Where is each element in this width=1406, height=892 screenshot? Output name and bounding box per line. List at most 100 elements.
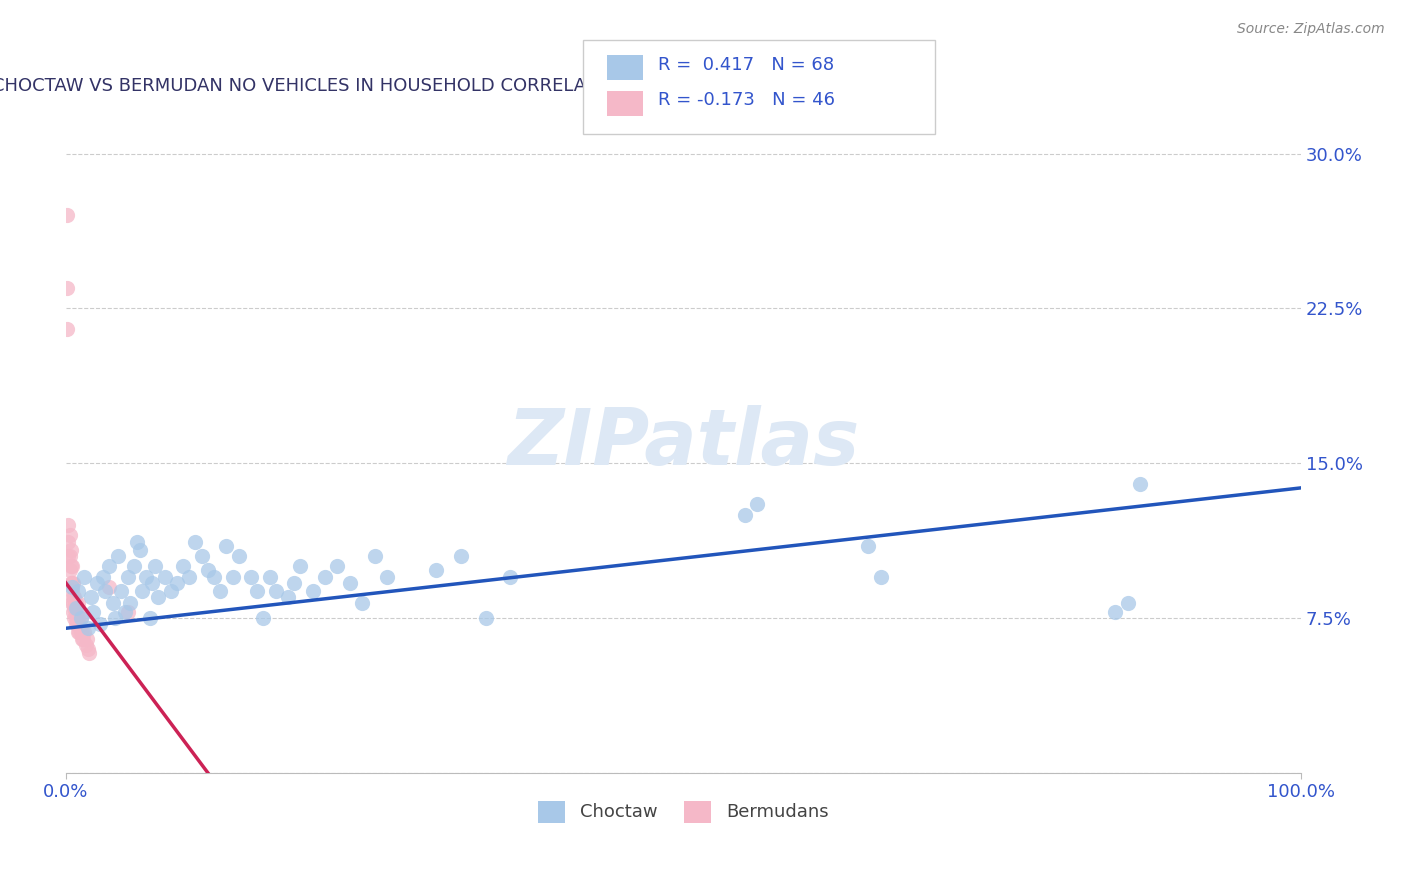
Point	[747, 498, 769, 512]
Point	[77, 641, 100, 656]
Point	[148, 591, 170, 605]
Point	[75, 638, 97, 652]
Point	[869, 569, 891, 583]
Point	[131, 584, 153, 599]
Point	[67, 617, 90, 632]
Point	[228, 549, 250, 563]
Point	[72, 632, 94, 646]
Point	[63, 600, 86, 615]
Point	[98, 580, 121, 594]
Point	[86, 575, 108, 590]
Point	[63, 591, 86, 605]
Point	[65, 611, 87, 625]
Point	[89, 617, 111, 632]
Point	[69, 625, 91, 640]
Point	[60, 584, 83, 599]
Point	[252, 611, 274, 625]
Point	[63, 611, 86, 625]
Point	[73, 625, 96, 640]
Point	[117, 569, 139, 583]
Point	[450, 549, 472, 563]
Point	[67, 584, 90, 599]
Point	[143, 559, 166, 574]
Point	[60, 575, 83, 590]
Point	[172, 559, 194, 574]
Point	[209, 584, 232, 599]
Point	[94, 584, 117, 599]
Point	[215, 539, 238, 553]
Point	[56, 281, 79, 295]
Point	[62, 575, 84, 590]
Point	[141, 575, 163, 590]
Point	[62, 605, 84, 619]
Text: ZIPatlas: ZIPatlas	[508, 404, 859, 481]
Text: R = -0.173   N = 46: R = -0.173 N = 46	[658, 91, 835, 109]
Point	[301, 584, 323, 599]
Text: R =  0.417   N = 68: R = 0.417 N = 68	[658, 56, 834, 74]
Point	[290, 559, 312, 574]
Point	[62, 597, 84, 611]
Point	[474, 611, 496, 625]
Point	[77, 646, 100, 660]
Point	[60, 559, 83, 574]
Point	[135, 569, 157, 583]
Point	[70, 632, 93, 646]
Text: CHOCTAW VS BERMUDAN NO VEHICLES IN HOUSEHOLD CORRELATION CHART: CHOCTAW VS BERMUDAN NO VEHICLES IN HOUSE…	[0, 78, 695, 95]
Point	[179, 569, 201, 583]
Point	[62, 591, 84, 605]
Point	[58, 528, 80, 542]
Point	[98, 559, 121, 574]
Point	[67, 597, 90, 611]
Point	[58, 549, 80, 563]
Point	[110, 584, 132, 599]
Point	[79, 591, 101, 605]
Legend: Choctaw, Bermudans: Choctaw, Bermudans	[531, 793, 835, 830]
Point	[67, 625, 90, 640]
Point	[277, 591, 299, 605]
Point	[197, 564, 219, 578]
Point	[58, 518, 80, 533]
Point	[65, 617, 87, 632]
Point	[858, 539, 880, 553]
Point	[73, 569, 96, 583]
Point	[1129, 476, 1152, 491]
Point	[425, 564, 447, 578]
Point	[67, 625, 90, 640]
Point	[363, 549, 385, 563]
Point	[56, 209, 79, 223]
Point	[101, 597, 124, 611]
Point	[499, 569, 522, 583]
Point	[190, 549, 212, 563]
Point	[69, 611, 91, 625]
Point	[67, 611, 90, 625]
Point	[82, 605, 104, 619]
Point	[66, 617, 89, 632]
Point	[375, 569, 398, 583]
Point	[153, 569, 176, 583]
Point	[166, 575, 188, 590]
Point	[58, 549, 80, 563]
Point	[734, 508, 756, 522]
Point	[58, 564, 80, 578]
Point	[184, 534, 207, 549]
Point	[65, 600, 87, 615]
Point	[59, 542, 82, 557]
Point	[60, 580, 83, 594]
Point	[65, 597, 87, 611]
Point	[104, 611, 127, 625]
Point	[114, 605, 136, 619]
Point	[59, 559, 82, 574]
Text: Source: ZipAtlas.com: Source: ZipAtlas.com	[1237, 22, 1385, 37]
Point	[202, 569, 225, 583]
Point	[352, 597, 374, 611]
Point	[1116, 597, 1139, 611]
Point	[56, 322, 79, 336]
Point	[59, 575, 82, 590]
Point	[77, 621, 100, 635]
Point	[159, 584, 181, 599]
Point	[122, 559, 145, 574]
Point	[76, 632, 98, 646]
Point	[246, 584, 269, 599]
Point	[326, 559, 349, 574]
Point	[60, 597, 83, 611]
